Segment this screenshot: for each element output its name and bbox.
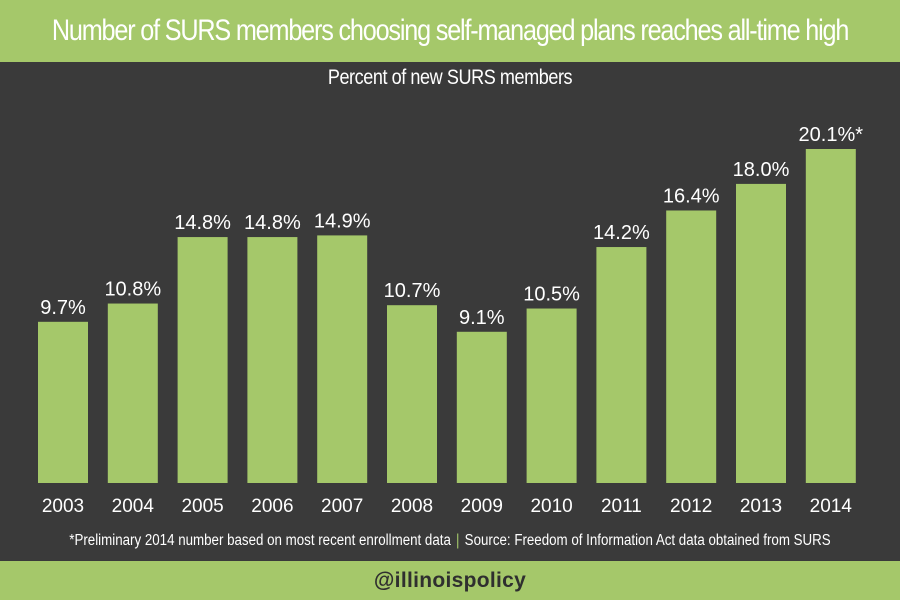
bar-2006	[247, 237, 298, 483]
x-tick-label-2005: 2005	[181, 496, 223, 517]
title-band: Number of SURS members choosing self-man…	[0, 0, 900, 62]
chart-title: Number of SURS members choosing self-man…	[51, 14, 850, 47]
data-label-2009: 9.1%	[459, 307, 505, 329]
bar-2008	[387, 305, 437, 483]
data-label-2011: 14.2%	[593, 222, 650, 244]
bar-2013	[736, 183, 786, 484]
data-label-2008: 10.7%	[384, 280, 441, 302]
bar-2004	[107, 303, 158, 483]
data-label-2004: 10.8%	[104, 279, 161, 301]
x-tick-label-2009: 2009	[461, 496, 503, 517]
x-tick-label-2003: 2003	[42, 496, 84, 517]
x-tick-label-2004: 2004	[112, 496, 155, 517]
bar-2007	[317, 235, 368, 483]
bar-2012	[666, 210, 717, 483]
footnote: *Preliminary 2014 number based on most r…	[63, 532, 837, 550]
x-tick-label-2010: 2010	[530, 496, 572, 517]
data-label-2010: 10.5%	[523, 284, 580, 306]
bar-2010	[526, 308, 577, 483]
data-label-2006: 14.8%	[244, 212, 301, 234]
x-tick-label-2008: 2008	[391, 496, 433, 517]
data-label-2005: 14.8%	[174, 212, 231, 234]
brand-band: @illinoispolicy	[0, 561, 900, 600]
data-label-2007: 14.9%	[314, 210, 371, 232]
x-tick-label-2007: 2007	[321, 496, 363, 517]
x-tick-label-2014: 2014	[810, 496, 853, 517]
bar-2005	[177, 237, 228, 483]
chart-subtitle: Percent of new SURS members	[327, 66, 573, 89]
footnote-note: *Preliminary 2014 number based on most r…	[69, 532, 451, 549]
footnote-source: Source: Freedom of Information Act data …	[464, 532, 831, 549]
bar-2003	[38, 321, 88, 483]
bar-2009	[456, 331, 507, 483]
bar-2014	[805, 149, 856, 483]
data-label-2012: 16.4%	[663, 185, 720, 207]
x-tick-label-2011: 2011	[601, 496, 642, 517]
x-tick-label-2013: 2013	[740, 496, 782, 517]
data-label-2014: 20.1%*	[799, 124, 864, 146]
x-tick-label-2006: 2006	[251, 496, 293, 517]
x-tick-label-2012: 2012	[670, 496, 712, 517]
data-label-2013: 18.0%	[733, 159, 790, 181]
brand-handle[interactable]: @illinoispolicy	[373, 568, 527, 592]
footnote-separator: |	[456, 532, 460, 549]
data-label-2003: 9.7%	[40, 297, 86, 319]
bar-2011	[596, 247, 647, 483]
